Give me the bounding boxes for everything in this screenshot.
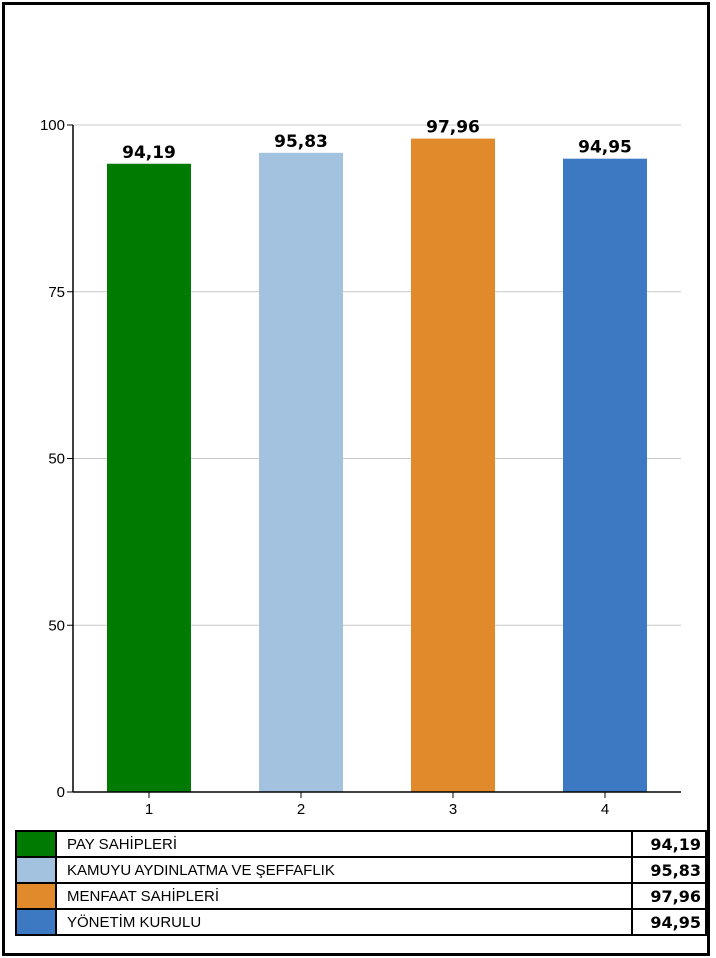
legend-value: 97,96 xyxy=(631,882,707,910)
bar xyxy=(259,152,343,792)
data-label: 94,95 xyxy=(578,138,632,158)
y-tick-label: 100 xyxy=(40,117,65,134)
x-tick-label: 1 xyxy=(145,801,153,818)
x-tick-label: 3 xyxy=(449,801,457,818)
x-tick-label: 4 xyxy=(601,801,609,818)
legend-row: YÖNETİM KURULU 94,95 xyxy=(15,908,707,936)
bar xyxy=(563,158,647,793)
x-axis-ticks: 1 2 3 4 xyxy=(145,792,609,818)
legend-swatch xyxy=(15,830,57,858)
legend-swatch xyxy=(15,882,57,910)
y-tick-label: 50 xyxy=(48,617,65,634)
bar xyxy=(411,138,495,792)
legend-value: 95,83 xyxy=(631,856,707,884)
legend-row: KAMUYU AYDINLATMA VE ŞEFFAFLIK 95,83 xyxy=(15,856,707,884)
legend-name: YÖNETİM KURULU xyxy=(55,908,633,936)
bar-chart: 0 50 50 75 100 94,19 95,83 97,96 94,95 1 2 3 4 xyxy=(40,117,681,818)
data-label: 97,96 xyxy=(426,118,480,138)
y-tick-label: 75 xyxy=(48,284,65,301)
legend-row: MENFAAT SAHİPLERİ 97,96 xyxy=(15,882,707,910)
bar xyxy=(107,163,191,793)
data-labels: 94,19 95,83 97,96 94,95 xyxy=(122,118,632,163)
legend-row: PAY SAHİPLERİ 94,19 xyxy=(15,830,707,858)
data-label: 94,19 xyxy=(122,143,176,163)
bars xyxy=(107,138,647,793)
axes xyxy=(72,125,681,793)
y-tick-label: 0 xyxy=(57,784,65,801)
legend-swatch xyxy=(15,856,57,884)
legend-swatch xyxy=(15,908,57,936)
legend-name: MENFAAT SAHİPLERİ xyxy=(55,882,633,910)
legend-name: KAMUYU AYDINLATMA VE ŞEFFAFLIK xyxy=(55,856,633,884)
data-label: 95,83 xyxy=(274,132,328,152)
x-tick-label: 2 xyxy=(297,801,305,818)
y-axis-ticks: 0 50 50 75 100 xyxy=(40,117,73,801)
legend-name: PAY SAHİPLERİ xyxy=(55,830,633,858)
legend-table: PAY SAHİPLERİ 94,19 KAMUYU AYDINLATMA VE… xyxy=(15,830,707,936)
legend-value: 94,19 xyxy=(631,830,707,858)
legend-value: 94,95 xyxy=(631,908,707,936)
y-tick-label: 50 xyxy=(48,451,65,468)
